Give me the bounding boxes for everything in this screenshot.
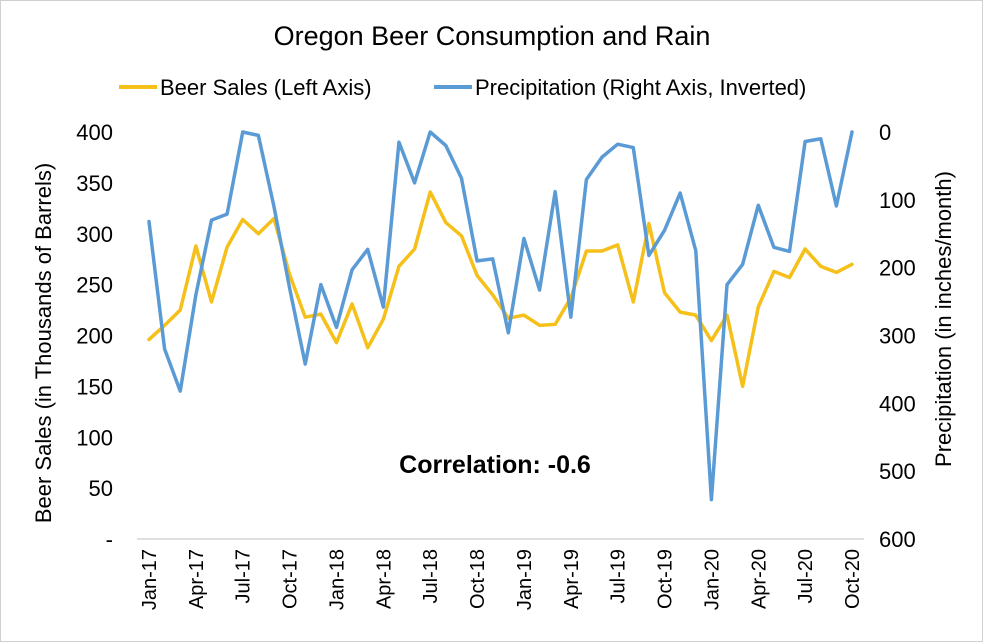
x-tick-label: Oct-18: [467, 549, 489, 609]
x-tick-label: Apr-17: [186, 549, 208, 609]
x-tick-label: Apr-18: [373, 549, 395, 609]
y-right-tick-label: 200: [879, 256, 916, 281]
series-layer: [147, 130, 854, 502]
y-right-tick-label: 600: [879, 527, 916, 552]
y-left-tick-label: 400: [76, 120, 113, 145]
y-right-tick-label: 300: [879, 324, 916, 349]
y-left-tick-label: 350: [76, 171, 113, 196]
y-left-axis-title: Beer Sales (in Thousands of Barrels): [31, 163, 56, 523]
y-right-tick-label: 500: [879, 459, 916, 484]
legend: Beer Sales (Left Axis) Precipitation (Ri…: [119, 75, 806, 100]
y-right-axis-title: Precipitation (in inches/month): [931, 171, 956, 467]
y-left-axis: - 50 100 150 200 250 300 350 400: [76, 120, 113, 552]
y-left-tick-label: 150: [76, 374, 113, 399]
y-right-tick-label: 0: [879, 120, 891, 145]
series-line-precipitation: [147, 130, 854, 502]
x-axis: Jan-17 Apr-17 Jul-17 Oct-17 Jan-18 Apr-18 Jul-…: [137, 538, 864, 610]
y-left-tick-label: 100: [76, 425, 113, 450]
y-left-tick-label: 300: [76, 222, 113, 247]
x-tick-label: Jul-17: [233, 549, 255, 603]
chart-title: Oregon Beer Consumption and Rain: [274, 21, 711, 51]
x-tick-label: Jan-18: [326, 549, 348, 610]
series-line-beer-sales: [147, 190, 854, 389]
y-left-tick-label: 250: [76, 273, 113, 298]
y-right-tick-label: 400: [879, 391, 916, 416]
correlation-annotation: Correlation: -0.6: [399, 451, 591, 479]
x-tick-label: Jan-17: [139, 549, 161, 610]
x-tick-label: Jul-18: [420, 549, 442, 603]
y-right-axis: 0 100 200 300 400 500 600: [879, 120, 916, 552]
x-tick-label: Jan-19: [514, 549, 536, 610]
y-left-tick-label: 200: [76, 324, 113, 349]
x-tick-label: Jan-20: [701, 549, 723, 610]
legend-label-beer-sales: Beer Sales (Left Axis): [160, 75, 372, 100]
y-right-tick-label: 100: [879, 188, 916, 213]
x-tick-label: Apr-20: [748, 549, 770, 609]
x-tick-label: Oct-19: [655, 549, 677, 609]
x-tick-label: Jul-19: [608, 549, 630, 603]
y-left-tick-label: 50: [89, 476, 113, 501]
legend-label-precipitation: Precipitation (Right Axis, Inverted): [475, 75, 806, 100]
x-tick-label: Apr-19: [561, 549, 583, 609]
x-tick-label: Oct-20: [842, 549, 864, 609]
x-tick-label: Jul-20: [795, 549, 817, 603]
y-left-tick-label: -: [106, 527, 113, 552]
x-tick-label: Oct-17: [280, 549, 302, 609]
